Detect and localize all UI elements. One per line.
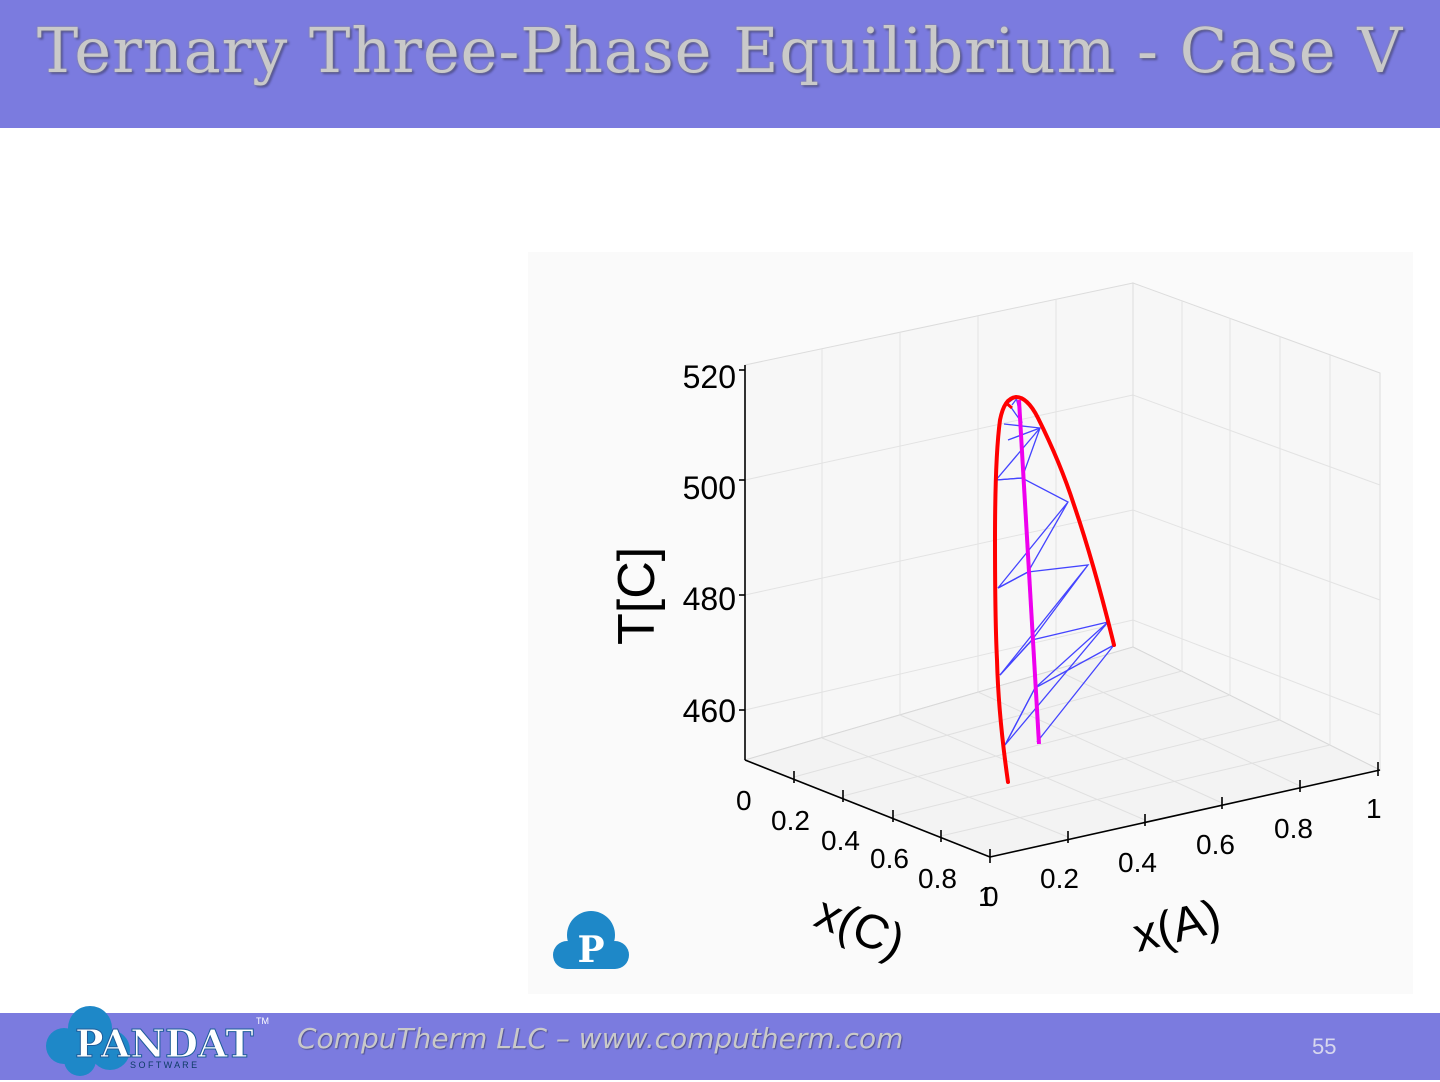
z-tick-label: 520 <box>683 359 736 395</box>
y-tick-label: 0.6 <box>870 843 909 874</box>
boundary-curve <box>992 394 1116 784</box>
title-bar <box>0 0 1440 128</box>
x-tick-label: 0.4 <box>1118 847 1157 878</box>
cloud-icon <box>46 1006 130 1076</box>
tie-lines <box>994 395 1115 746</box>
y-axis-line <box>744 759 991 858</box>
boundary-tick <box>1004 400 1013 410</box>
pandat-cloud-icon: P <box>553 911 629 971</box>
y-tick-label: 0.4 <box>821 825 860 856</box>
logo-trademark: TM <box>256 1016 269 1026</box>
y-tick-label: 0.2 <box>771 805 810 836</box>
z-axis <box>739 365 746 760</box>
x-tick-label: 0.8 <box>1274 813 1313 844</box>
z-axis-title: T[C] <box>608 547 666 645</box>
page-number: 55 <box>1312 1034 1337 1059</box>
x-tick-label: 0.2 <box>1040 863 1079 894</box>
z-tick-label: 460 <box>683 693 736 729</box>
invariant-line <box>1017 399 1041 745</box>
y-axis-title: x(C) <box>808 886 912 969</box>
x-tick-label: 1 <box>1366 793 1382 824</box>
ternary-3d-chart: 520 500 480 460 0 0.2 0.4 0.6 0.8 1 0 0.… <box>528 252 1413 994</box>
logo-letter: P <box>577 929 604 971</box>
z-tick-label: 500 <box>683 470 736 506</box>
x-axis-line <box>989 762 1381 863</box>
z-tick-label: 480 <box>683 581 736 617</box>
y-tick-label: 1 <box>978 881 994 912</box>
slide-title: Ternary Three-Phase Equilibrium - Case V <box>36 14 1404 87</box>
footer-company: CompuTherm LLC – www.computherm.com <box>297 1022 904 1055</box>
chart-svg: 520 500 480 460 0 0.2 0.4 0.6 0.8 1 0 0.… <box>553 282 1382 971</box>
grid-back-right <box>1132 282 1381 771</box>
logo-brand: PANDAT <box>75 1021 254 1066</box>
pandat-logo: PANDAT TM S O F T W A R E <box>30 1000 280 1078</box>
logo-tagline: S O F T W A R E <box>130 1060 197 1070</box>
footer-bar <box>0 1013 1440 1080</box>
x-tick-label: 0.6 <box>1196 829 1235 860</box>
x-tick-label: 0 <box>983 881 999 912</box>
x-axis-title: x(A) <box>1128 890 1226 963</box>
y-tick-label: 0 <box>736 785 752 816</box>
y-tick-label: 0.8 <box>918 863 957 894</box>
